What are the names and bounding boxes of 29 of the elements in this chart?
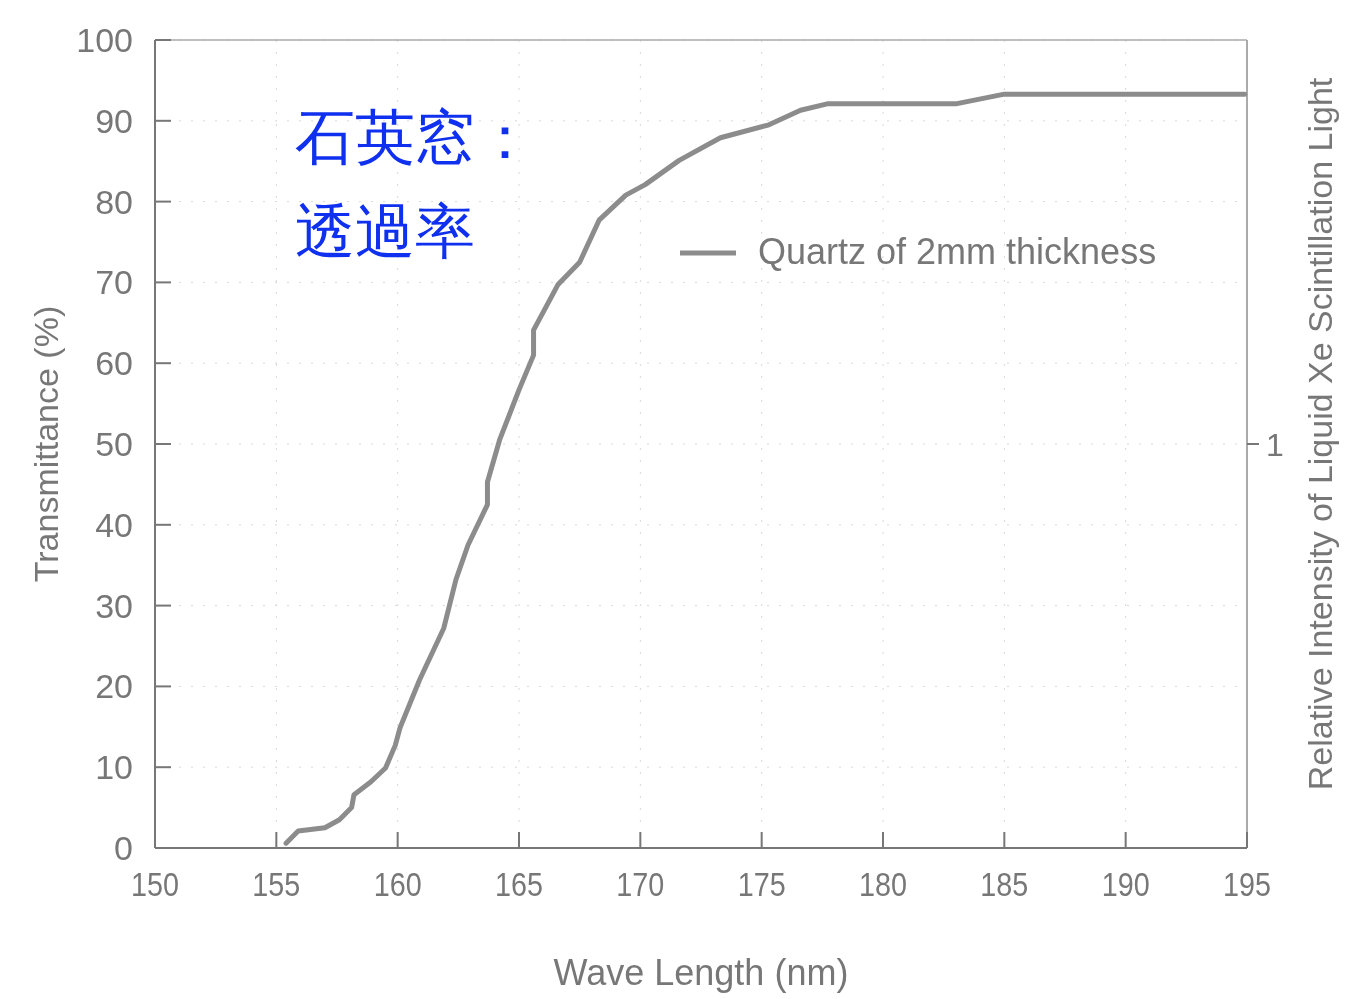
x-tick-label: 195: [1223, 865, 1280, 903]
y-tick-label: 30: [95, 586, 133, 625]
x-axis-title: Wave Length (nm): [553, 952, 849, 993]
annotation: 石英窓：: [295, 104, 535, 171]
x-tick-label: 160: [373, 865, 431, 903]
y-tick-label: 100: [76, 21, 133, 59]
x-tick-label: 150: [131, 865, 188, 903]
x-tick-label: 180: [859, 865, 916, 903]
legend: Quartz of 2mm thickness: [680, 231, 1157, 272]
annotation: 透過率: [295, 198, 475, 265]
x-tick-label: 155: [252, 865, 310, 903]
y-tick-label: 70: [95, 263, 133, 302]
y-tick-label: 60: [95, 344, 133, 383]
x-tick-label: 175: [737, 865, 795, 903]
y-tick-label: 10: [95, 748, 133, 787]
legend-label: Quartz of 2mm thickness: [758, 231, 1157, 272]
y-tick-label: 20: [95, 667, 133, 706]
y-tick-label: 80: [95, 182, 133, 221]
y-tick-label: 50: [95, 425, 133, 463]
x-tick-label: 165: [495, 865, 552, 903]
text: 1: [1266, 427, 1284, 463]
y-axis-title: Transmittance (%): [27, 305, 65, 583]
y2-axis-title: Relative Intensity of Liquid Xe Scintillation Light: [1301, 77, 1339, 791]
x-tick-label: 170: [616, 865, 674, 903]
x-tick-label: 190: [1101, 865, 1159, 903]
y-tick-label: 0: [114, 829, 133, 867]
y-tick-label: 90: [95, 101, 133, 140]
x-tick-label: 185: [980, 865, 1038, 903]
y-tick-label: 40: [95, 505, 133, 544]
